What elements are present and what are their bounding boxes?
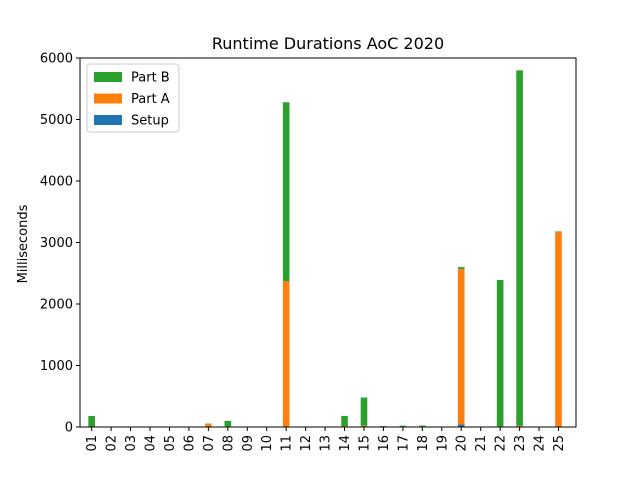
- x-tick-label-18: 18: [416, 435, 431, 452]
- bar-part-b-08: [224, 420, 232, 427]
- bar-part-b-14: [341, 415, 348, 427]
- y-tick-label-5000: 5000: [40, 113, 73, 128]
- y-axis-label: Milliseconds: [16, 204, 31, 283]
- x-tick-label-14: 14: [338, 435, 353, 452]
- bar-part-a-07: [205, 424, 212, 427]
- bar-part-b-17: [399, 425, 407, 427]
- legend-label-setup: Setup: [131, 114, 169, 129]
- x-tick-label-06: 06: [182, 435, 197, 452]
- legend-swatch-setup: [94, 115, 122, 125]
- bar-part-b-15: [360, 397, 368, 426]
- x-tick-label-05: 05: [163, 435, 178, 452]
- y-tick-label-2000: 2000: [40, 298, 73, 313]
- x-tick-label-03: 03: [124, 435, 139, 452]
- bars-layer: [88, 70, 562, 427]
- bar-part-a-11: [282, 281, 290, 427]
- x-tick-label-10: 10: [260, 435, 275, 452]
- x-tick-label-20: 20: [455, 435, 470, 452]
- x-tick-label-12: 12: [299, 435, 314, 452]
- x-tick-label-11: 11: [280, 435, 295, 452]
- x-tick-label-24: 24: [533, 435, 548, 452]
- legend-label-part-a: Part A: [131, 92, 170, 107]
- y-tick-label-3000: 3000: [40, 236, 73, 251]
- bar-part-b-23: [516, 70, 523, 426]
- x-tick-label-16: 16: [377, 435, 392, 452]
- legend-swatch-part-b: [94, 72, 122, 82]
- bar-part-a-23: [516, 425, 523, 427]
- x-tick-label-17: 17: [396, 435, 411, 452]
- bar-part-b-25: [555, 231, 562, 233]
- bar-part-b-11: [282, 102, 290, 282]
- x-tick-label-04: 04: [144, 435, 159, 452]
- x-tick-label-19: 19: [435, 435, 450, 452]
- bar-part-a-25: [555, 232, 562, 427]
- x-tick-label-22: 22: [494, 435, 509, 452]
- legend-label-part-b: Part B: [131, 71, 170, 86]
- x-tick-label-09: 09: [241, 435, 256, 452]
- bar-part-b-22: [496, 280, 504, 427]
- x-tick-label-02: 02: [105, 435, 120, 452]
- bar-part-a-20: [457, 268, 465, 425]
- x-tick-label-13: 13: [319, 435, 334, 452]
- bar-part-b-18: [419, 425, 426, 427]
- bar-part-b-16: [380, 426, 387, 427]
- legend-swatch-part-a: [94, 93, 122, 104]
- x-tick-label-07: 07: [202, 435, 217, 452]
- x-tick-label-25: 25: [552, 435, 567, 452]
- bar-setup-20: [457, 424, 465, 427]
- bar-part-b-01: [88, 415, 95, 427]
- bar-part-b-07: [205, 423, 212, 425]
- y-tick-label-0: 0: [65, 421, 73, 436]
- y-tick-label-6000: 6000: [40, 52, 73, 67]
- legend: Part B Part A Setup: [86, 63, 180, 133]
- x-tick-label-08: 08: [221, 435, 236, 452]
- y-tick-label-1000: 1000: [40, 359, 73, 374]
- bar-part-a-15: [360, 425, 368, 427]
- y-tick-label-4000: 4000: [40, 175, 73, 190]
- bar-part-b-20: [457, 267, 465, 269]
- chart-title: Runtime Durations AoC 2020: [212, 34, 444, 53]
- x-tick-label-21: 21: [474, 435, 489, 452]
- x-tick-label-23: 23: [513, 435, 528, 452]
- x-tick-label-01: 01: [85, 435, 100, 452]
- x-tick-label-15: 15: [357, 435, 372, 452]
